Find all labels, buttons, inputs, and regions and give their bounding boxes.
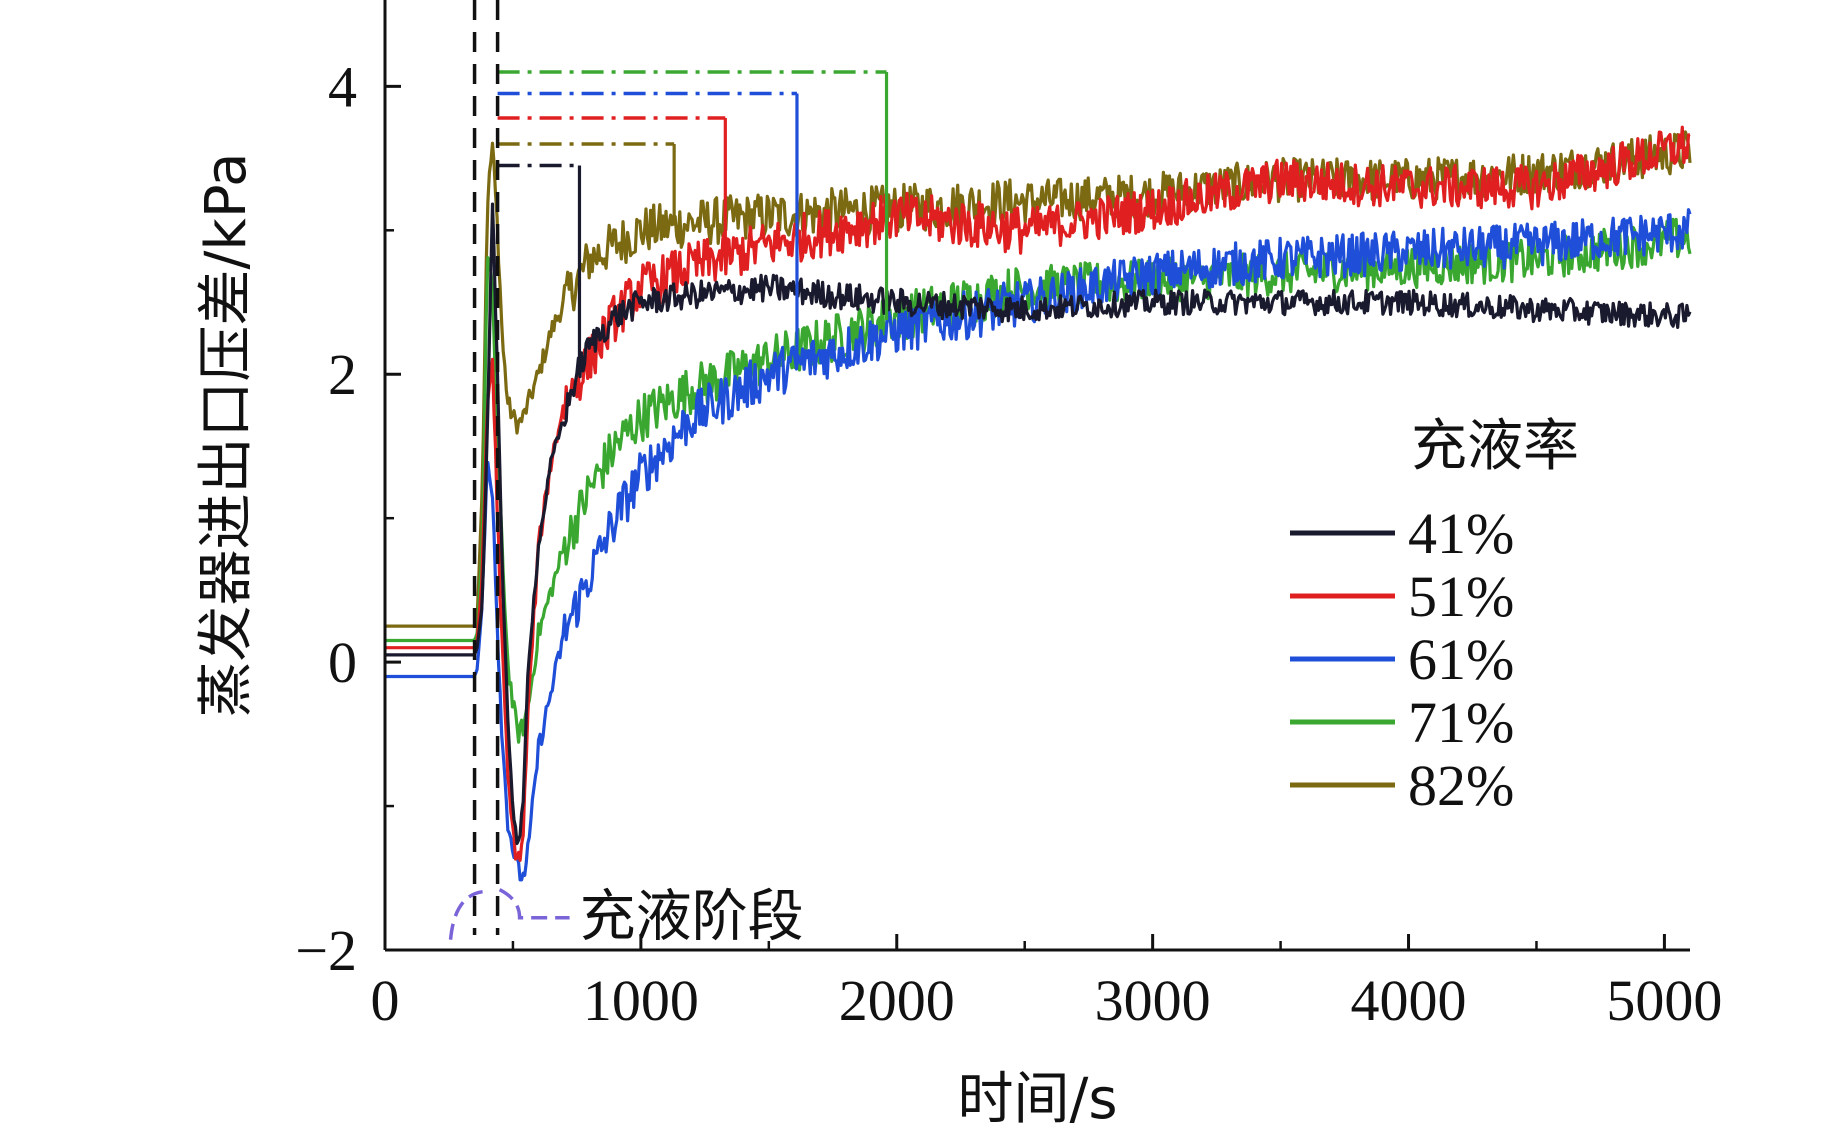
- x-tick-label: 4000: [1351, 968, 1467, 1033]
- x-tick-label: 0: [371, 968, 400, 1033]
- series-line-61pct: [385, 208, 1692, 882]
- y-tick-label: −2: [295, 918, 357, 983]
- legend-label-41pct: 41%: [1408, 501, 1514, 566]
- series-line-41pct: [385, 202, 1692, 846]
- x-tick-label: 2000: [839, 968, 955, 1033]
- annotation-bracket-right: [498, 888, 570, 920]
- annotation-bracket-left: [448, 889, 483, 940]
- legend-label-82pct: 82%: [1408, 753, 1514, 818]
- y-axis-title: 蒸发器进出口压差/kPa: [194, 153, 259, 718]
- legend-title: 充液率: [1411, 414, 1579, 479]
- legend-label-51pct: 51%: [1408, 564, 1514, 629]
- y-tick-label: 4: [328, 54, 357, 119]
- legend-label-71pct: 71%: [1408, 690, 1514, 755]
- plot-area: 充液阶段: [385, 0, 1692, 950]
- x-tick-label: 3000: [1095, 968, 1211, 1033]
- x-tick-label: 1000: [583, 968, 699, 1033]
- axes: 0 1000 2000 3000 4000 5000−2024时间/s蒸发器进出口压差/k…: [194, 0, 1722, 1132]
- y-tick-label: 0: [328, 630, 357, 695]
- x-axis-title: 时间/s: [957, 1067, 1117, 1132]
- series-line-71pct: [385, 217, 1692, 744]
- x-tick-label: 5000: [1606, 968, 1722, 1033]
- annotation-label: 充液阶段: [580, 885, 804, 950]
- legend: 充液率 41%51%61%71%82%: [1290, 414, 1579, 818]
- y-tick-label: 2: [328, 342, 357, 407]
- legend-label-61pct: 61%: [1408, 627, 1514, 692]
